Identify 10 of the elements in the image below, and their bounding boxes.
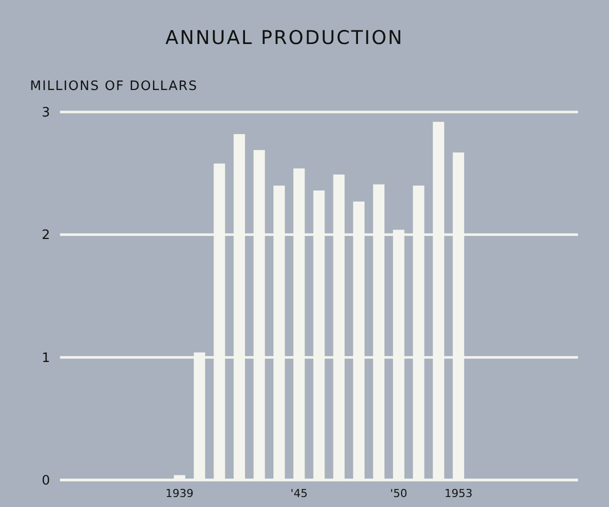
y-tick-label: 2 [42,228,50,244]
y-tick-label: 3 [42,106,50,121]
x-tick-label: 1953 [444,487,472,500]
x-tick-label: '45 [290,487,308,500]
y-axis-title: MILLIONS OF DOLLARS [30,79,198,94]
chart-title: ANNUAL PRODUCTION [165,27,404,49]
y-tick-label: 1 [42,350,50,366]
x-tick-label: '50 [390,487,408,500]
y-tick-label: 0 [42,474,50,489]
x-tick-label: 1939 [166,487,194,500]
